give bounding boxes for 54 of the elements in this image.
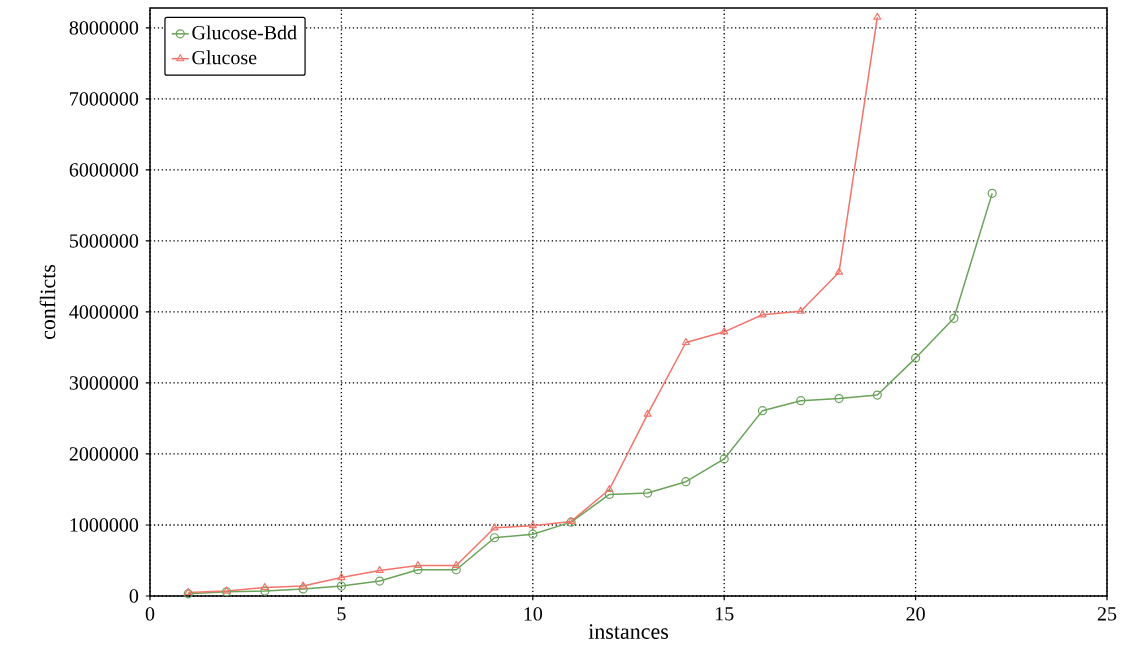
point	[605, 484, 614, 493]
y-tick-label: 8000000	[69, 21, 139, 35]
point	[681, 337, 690, 346]
point	[719, 454, 729, 464]
point	[796, 396, 806, 406]
point	[413, 560, 423, 569]
point	[949, 313, 959, 323]
point	[681, 477, 691, 487]
x-tick-label: 10	[524, 607, 543, 621]
point	[643, 488, 653, 498]
point	[758, 310, 767, 318]
point	[911, 353, 921, 363]
point	[834, 267, 844, 275]
y-axis-title: conflicts	[39, 264, 56, 340]
x-tick-label: 20	[906, 607, 925, 621]
y-tick-label: 4000000	[69, 305, 139, 319]
y-tick-label: 2000000	[69, 447, 139, 461]
point	[872, 390, 882, 400]
point	[298, 584, 308, 594]
point	[873, 12, 882, 20]
point	[604, 489, 614, 500]
y-tick-label: 6000000	[69, 163, 139, 177]
point	[757, 406, 768, 416]
point	[337, 572, 346, 581]
point	[299, 581, 308, 589]
point	[375, 565, 384, 574]
legend-label: Glucose	[192, 50, 257, 65]
legend-label: Glucose-Bdd	[192, 25, 297, 40]
y-tick-label: 3000000	[69, 376, 139, 390]
y-tick-label: 0	[129, 589, 139, 603]
x-tick-label: 25	[1097, 607, 1117, 621]
x-tick-label: 0	[145, 607, 155, 621]
x-tick-label: 15	[715, 607, 734, 621]
x-axis-title: instances	[588, 624, 669, 639]
point	[490, 523, 499, 531]
point	[987, 188, 997, 198]
point	[375, 576, 385, 586]
point	[260, 582, 269, 591]
x-tick-label: 5	[337, 607, 346, 621]
point	[489, 533, 500, 543]
point	[834, 393, 844, 404]
y-tick-label: 1000000	[70, 518, 139, 532]
y-tick-label: 7000000	[70, 92, 139, 106]
point	[528, 521, 537, 529]
y-tick-label: 5000000	[70, 234, 139, 248]
point	[451, 565, 461, 575]
point	[528, 529, 538, 539]
point	[720, 327, 729, 335]
point	[452, 560, 461, 569]
point	[336, 581, 346, 591]
point	[260, 586, 270, 596]
point	[796, 306, 805, 314]
point	[643, 409, 652, 417]
point	[413, 565, 423, 575]
